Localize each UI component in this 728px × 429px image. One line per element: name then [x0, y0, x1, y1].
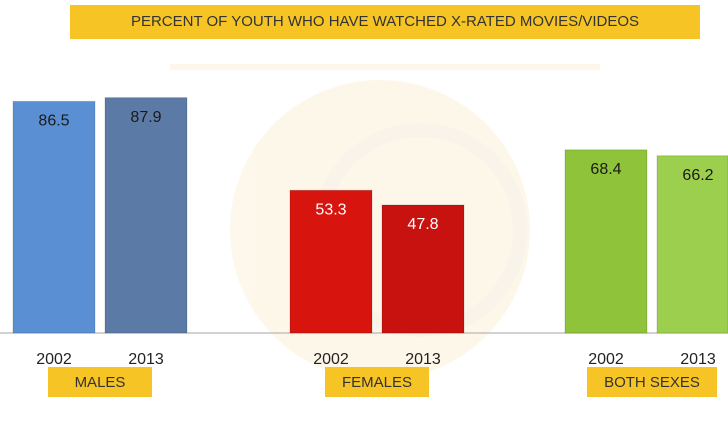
- x-tick-label: 2013: [128, 351, 164, 368]
- data-label: 66.2: [682, 167, 713, 184]
- data-label: 86.5: [38, 113, 69, 130]
- x-tick-label: 2002: [36, 351, 72, 368]
- group-label: BOTH SEXES: [604, 374, 700, 391]
- page: PERCENT OF YOUTH WHO HAVE WATCHED X-RATE…: [0, 0, 728, 424]
- bar: [13, 101, 95, 333]
- x-tick-label: 2002: [588, 351, 624, 368]
- data-label: 53.3: [315, 201, 346, 218]
- x-tick-label: 2002: [313, 351, 349, 368]
- group-label: FEMALES: [342, 374, 412, 391]
- data-label: 87.9: [130, 109, 161, 126]
- x-tick-label: 2013: [405, 351, 441, 368]
- data-label: 68.4: [590, 161, 621, 178]
- data-label: 47.8: [407, 216, 438, 233]
- group-label: MALES: [75, 374, 126, 391]
- bar: [105, 98, 187, 333]
- chart: PERCENT OF YOUTH WHO HAVE WATCHED X-RATE…: [0, 0, 728, 424]
- chart-title: PERCENT OF YOUTH WHO HAVE WATCHED X-RATE…: [131, 13, 639, 30]
- x-tick-label: 2013: [680, 351, 716, 368]
